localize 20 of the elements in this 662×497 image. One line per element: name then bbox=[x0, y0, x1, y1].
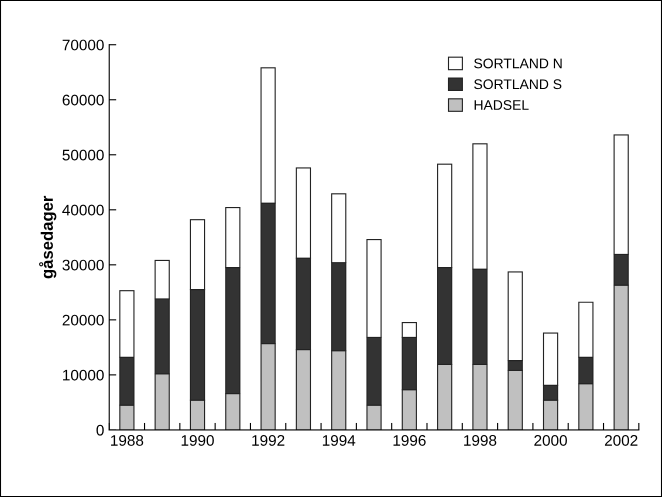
x-tick-label: 1988 bbox=[111, 435, 144, 446]
y-tick-label: 10000 bbox=[63, 370, 104, 381]
y-tick-label: 70000 bbox=[62, 40, 104, 50]
y-axis-title: gåsedager bbox=[39, 196, 56, 278]
x-tick-label: 1996 bbox=[394, 435, 426, 446]
y-tick-label: 50000 bbox=[62, 150, 104, 160]
x-tick-label: 1998 bbox=[464, 435, 496, 446]
legend-label: SORTLAND N bbox=[474, 58, 562, 68]
x-tick-label: 2002 bbox=[604, 435, 638, 446]
y-tick-label: 20000 bbox=[62, 314, 104, 326]
x-tick-label: 2000 bbox=[534, 435, 567, 446]
x-tick-label: 1992 bbox=[252, 435, 284, 446]
x-tick-label: 1990 bbox=[182, 435, 214, 446]
legend-label: HADSEL bbox=[474, 100, 529, 110]
x-tick-label: 1994 bbox=[322, 435, 356, 446]
y-tick-label: 0 bbox=[96, 424, 104, 436]
y-tick-label: 30000 bbox=[62, 260, 104, 271]
y-tick-label: 60000 bbox=[62, 94, 104, 106]
legend-label: SORTLAND S bbox=[474, 79, 562, 90]
y-tick-label: 40000 bbox=[62, 204, 104, 216]
